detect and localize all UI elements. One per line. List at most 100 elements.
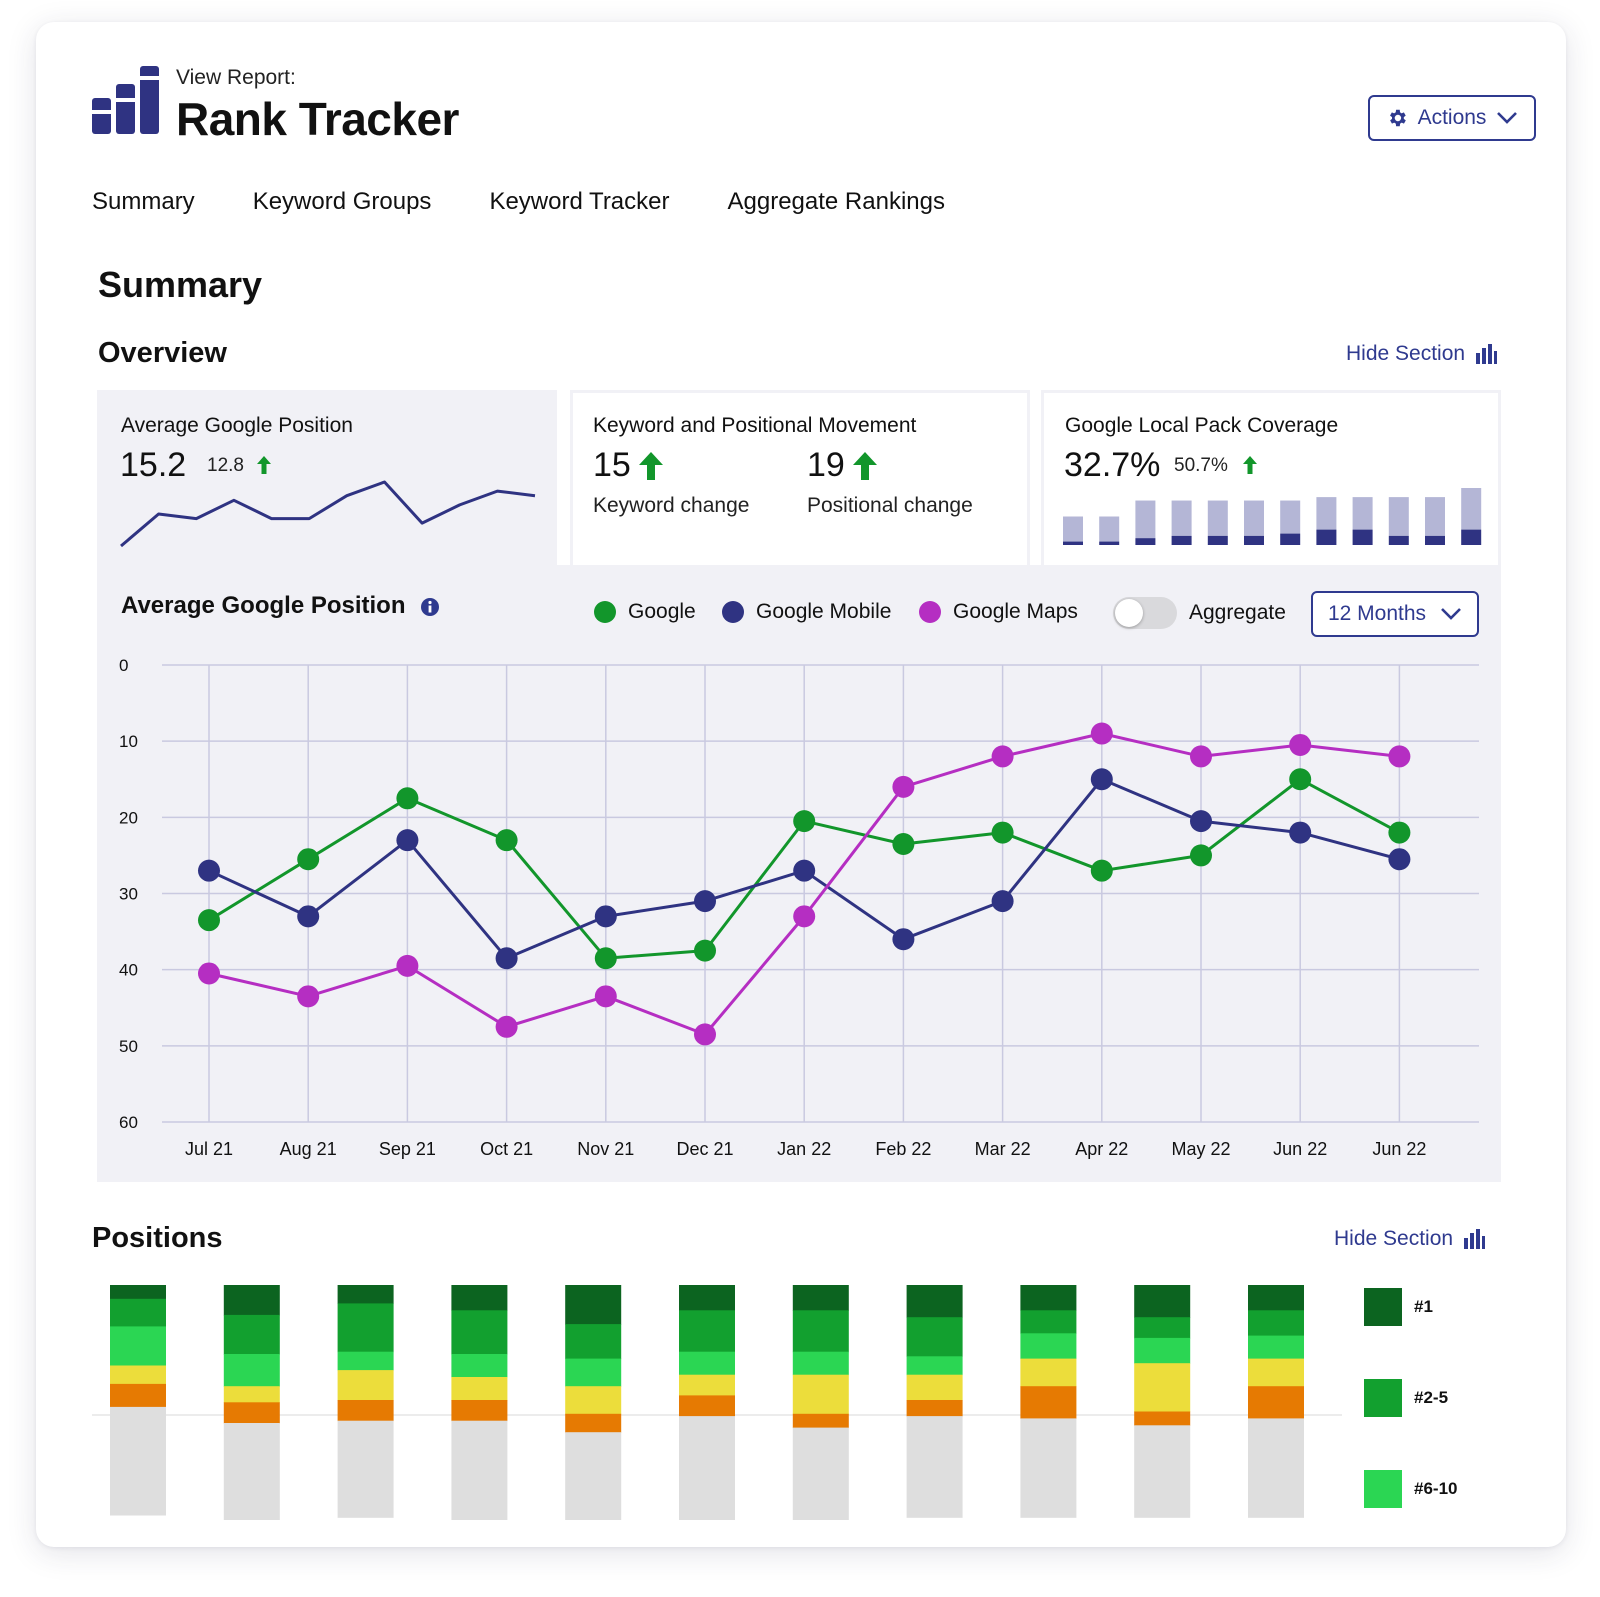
- data-point[interactable]: [594, 905, 617, 928]
- data-point[interactable]: [793, 810, 816, 833]
- data-point[interactable]: [991, 821, 1014, 844]
- overview-hide-section-link[interactable]: Hide Section: [1346, 342, 1498, 366]
- x-tick-label: Sep 21: [379, 1139, 436, 1159]
- tab-bar: Summary Keyword Groups Keyword Tracker A…: [92, 188, 1003, 216]
- data-point[interactable]: [297, 848, 320, 871]
- data-point[interactable]: [1190, 810, 1212, 833]
- data-point[interactable]: [495, 1015, 518, 1038]
- stack-segment: [1020, 1358, 1077, 1387]
- local-pack-bar-share: [1244, 535, 1264, 545]
- stack-segment: [337, 1303, 394, 1353]
- data-point[interactable]: [1289, 821, 1312, 844]
- stack-segment: [110, 1383, 166, 1408]
- x-tick-label: Jan 22: [777, 1139, 831, 1159]
- data-point[interactable]: [991, 890, 1014, 913]
- local-pack-bar-share: [1207, 535, 1228, 545]
- legend-swatch: [1364, 1288, 1402, 1326]
- data-point[interactable]: [694, 890, 716, 913]
- legend-google[interactable]: Google: [594, 600, 696, 624]
- data-point[interactable]: [991, 745, 1014, 768]
- gear-icon: [1389, 109, 1406, 127]
- data-point[interactable]: [1090, 722, 1113, 745]
- data-point[interactable]: [198, 909, 220, 932]
- arrow-up-icon: [257, 456, 271, 474]
- stack-segment: [679, 1395, 735, 1417]
- data-point[interactable]: [1090, 768, 1113, 791]
- aggregate-toggle[interactable]: [1113, 597, 1177, 629]
- stack-segment: [906, 1400, 963, 1417]
- legend-google-maps[interactable]: Google Maps: [919, 600, 1078, 624]
- x-tick-label: Feb 22: [875, 1139, 931, 1159]
- legend-swatch: [1364, 1379, 1402, 1417]
- stack-segment: [906, 1285, 963, 1318]
- data-point[interactable]: [793, 905, 816, 928]
- data-point[interactable]: [1388, 821, 1411, 844]
- stack-segment: [1248, 1310, 1304, 1337]
- stack-segment: [1020, 1310, 1077, 1334]
- actions-button[interactable]: Actions: [1368, 95, 1536, 141]
- data-point[interactable]: [892, 775, 915, 798]
- stack-segment: [223, 1354, 280, 1387]
- data-point[interactable]: [495, 947, 518, 970]
- tab-keyword-tracker[interactable]: Keyword Tracker: [489, 188, 670, 215]
- range-select[interactable]: 12 Months: [1311, 591, 1479, 637]
- local-pack-bar-share: [1135, 538, 1156, 545]
- y-tick-label: 30: [119, 885, 138, 904]
- data-point[interactable]: [396, 787, 419, 810]
- data-point[interactable]: [396, 954, 419, 977]
- kpi-movement-card: [570, 390, 1030, 570]
- local-pack-bar: [1135, 500, 1156, 539]
- keyword-change-value: 15: [593, 446, 631, 484]
- data-point[interactable]: [1090, 859, 1113, 882]
- data-point[interactable]: [1190, 844, 1212, 867]
- data-point[interactable]: [297, 985, 320, 1008]
- stack-segment: [451, 1420, 508, 1520]
- data-point[interactable]: [694, 939, 716, 962]
- info-icon[interactable]: [420, 597, 440, 617]
- actions-label: Actions: [1417, 106, 1487, 129]
- stack-segment: [337, 1285, 394, 1304]
- stack-segment: [223, 1386, 280, 1403]
- stack-segment: [337, 1370, 394, 1401]
- positional-change-value: 19: [807, 446, 845, 484]
- tab-summary[interactable]: Summary: [92, 188, 195, 215]
- data-point[interactable]: [793, 859, 816, 882]
- data-point[interactable]: [1190, 745, 1212, 768]
- kpi-local-pack-change: 50.7%: [1174, 455, 1228, 476]
- stack-segment: [565, 1285, 622, 1325]
- stack-segment: [565, 1358, 622, 1387]
- data-point[interactable]: [1388, 745, 1411, 768]
- data-point[interactable]: [892, 928, 915, 951]
- hide-section-label: Hide Section: [1334, 1227, 1454, 1250]
- local-pack-bar: [1171, 500, 1192, 536]
- data-point[interactable]: [396, 829, 419, 852]
- stack-segment: [1020, 1386, 1077, 1419]
- positions-hide-section-link[interactable]: Hide Section: [1334, 1227, 1486, 1251]
- data-point[interactable]: [892, 832, 915, 855]
- data-point[interactable]: [1289, 768, 1312, 791]
- tab-keyword-groups[interactable]: Keyword Groups: [252, 188, 432, 215]
- data-point[interactable]: [594, 947, 617, 970]
- data-point[interactable]: [198, 859, 220, 882]
- data-point[interactable]: [297, 905, 320, 928]
- data-point[interactable]: [694, 1023, 716, 1046]
- legend-google-mobile[interactable]: Google Mobile: [722, 600, 891, 624]
- positional-change-label: Positional change: [807, 494, 973, 517]
- data-point[interactable]: [1388, 848, 1411, 871]
- data-point[interactable]: [1289, 733, 1312, 756]
- view-report-label: View Report:: [176, 66, 296, 89]
- y-tick-label: 40: [119, 961, 138, 980]
- data-point[interactable]: [594, 985, 617, 1008]
- stack-segment: [1134, 1285, 1191, 1318]
- legend-label: Google Mobile: [756, 600, 892, 623]
- kpi-average-position-value: 15.2: [120, 446, 187, 484]
- stack-segment: [679, 1310, 735, 1353]
- kpi-average-position-card: [97, 390, 557, 570]
- tab-aggregate-rankings[interactable]: Aggregate Rankings: [727, 188, 945, 215]
- kpi-average-position-change: 12.8: [207, 455, 244, 476]
- data-point[interactable]: [198, 962, 220, 985]
- stack-segment: [1134, 1363, 1191, 1412]
- stack-segment: [451, 1400, 508, 1422]
- data-point[interactable]: [495, 829, 518, 852]
- stack-segment: [223, 1402, 280, 1424]
